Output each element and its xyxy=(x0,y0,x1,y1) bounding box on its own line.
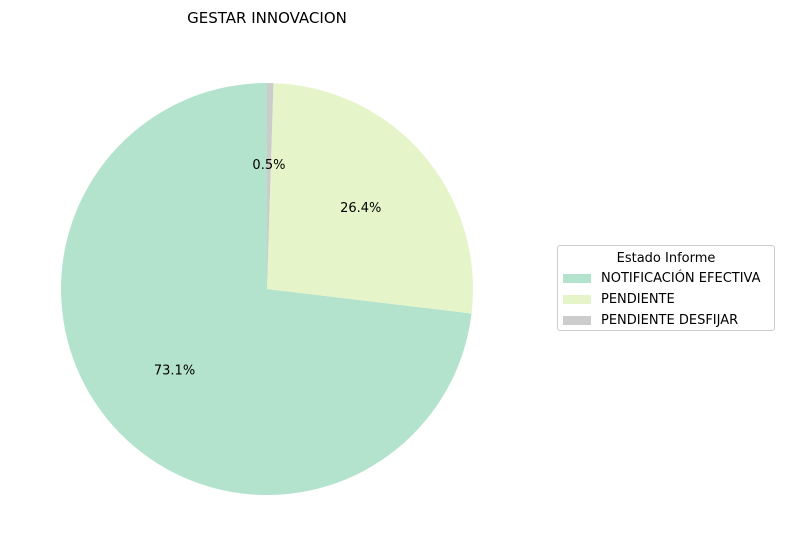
pie-slice-1 xyxy=(267,83,473,314)
pie-slices xyxy=(60,83,473,496)
legend-swatch xyxy=(563,316,591,325)
pie-percent-label-0: 73.1% xyxy=(154,364,195,379)
pie-slice-2 xyxy=(267,83,274,289)
legend-item-notificacion-efectiva: NOTIFICACIÓN EFECTIVA xyxy=(558,268,774,289)
chart-title: GESTAR INNOVACION xyxy=(187,9,347,27)
legend-swatch xyxy=(563,295,591,304)
pie-percent-labels: 73.1% 26.4% 0.5% xyxy=(154,158,382,379)
pie-percent-label-1: 26.4% xyxy=(340,201,381,216)
pie-percent-label-2: 0.5% xyxy=(252,158,285,173)
legend: Estado Informe NOTIFICACIÓN EFECTIVA PEN… xyxy=(557,245,775,331)
legend-label: NOTIFICACIÓN EFECTIVA xyxy=(601,271,761,286)
legend-label: PENDIENTE xyxy=(601,292,675,307)
legend-label: PENDIENTE DESFIJAR xyxy=(601,313,739,328)
legend-swatch xyxy=(563,274,591,283)
legend-item-pendiente: PENDIENTE xyxy=(558,289,774,310)
pie-slice-0 xyxy=(60,83,472,496)
legend-item-pendiente-desfijar: PENDIENTE DESFIJAR xyxy=(558,310,774,331)
legend-title: Estado Informe xyxy=(616,251,716,266)
